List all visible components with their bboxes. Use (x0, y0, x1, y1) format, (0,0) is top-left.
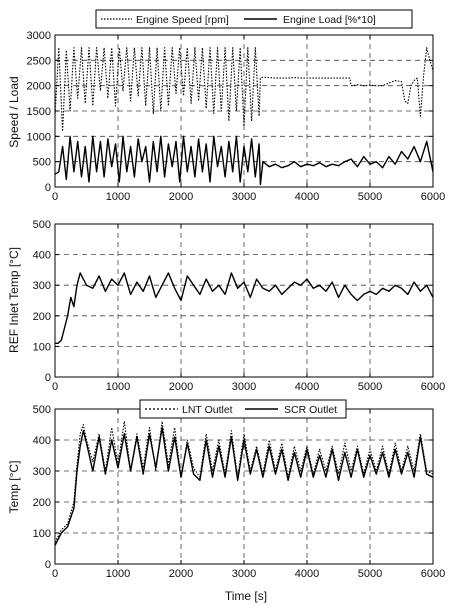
x-tick-label: 0 (52, 191, 58, 203)
legend-load-label: Engine Load [%*10] (283, 14, 376, 26)
xlabel: Time [s] (225, 589, 267, 603)
x-tick-label: 2000 (169, 191, 193, 203)
legend-speed-label: Engine Speed [rpm] (136, 14, 229, 26)
y-tick-label: 0 (45, 182, 51, 194)
series-line-engine-load-10 (54, 135, 434, 186)
y-tick-label: 200 (33, 497, 51, 509)
x-tick-label: 4000 (295, 381, 319, 393)
y-tick-label: 200 (33, 311, 51, 323)
y-tick-label: 3000 (27, 30, 51, 42)
y-tick-label: 0 (45, 372, 51, 384)
y-tick-label: 2000 (27, 81, 51, 93)
legend-bottom: LNT Outlet SCR Outlet (139, 399, 347, 419)
legend-top: Engine Speed [rpm] Engine Load [%*10] (95, 9, 413, 29)
plot-area (55, 409, 433, 564)
x-tick-label: 5000 (358, 381, 382, 393)
y-tick-label: 500 (33, 404, 51, 416)
y-tick-label: 0 (45, 559, 51, 571)
top-ylabel: Speed / Load (7, 76, 21, 147)
mid-ylabel: REF Inlet Temp [°C] (7, 247, 21, 353)
series-line-panel1-0 (55, 272, 434, 344)
x-tick-label: 1000 (106, 191, 130, 203)
x-tick-label: 2000 (169, 568, 193, 580)
y-tick-label: 500 (33, 157, 51, 169)
x-tick-label: 6000 (421, 568, 445, 580)
y-tick-label: 300 (33, 280, 51, 292)
x-tick-label: 4000 (295, 568, 319, 580)
legend-lnt-label: LNT Outlet (182, 404, 233, 416)
y-tick-label: 400 (33, 435, 51, 447)
speed-load-panel: 0 1000 2000 3000 4000 5000 6000 0 500 1000 1500 200… (27, 30, 446, 203)
x-tick-label: 2000 (169, 381, 193, 393)
x-tick-label: 5000 (358, 568, 382, 580)
y-tick-label: 400 (33, 250, 51, 262)
y-tick-label: 500 (33, 219, 51, 231)
x-tick-label: 3000 (232, 568, 256, 580)
x-tick-label: 6000 (421, 191, 445, 203)
legend-bottom-box (139, 399, 347, 419)
x-tick-label: 0 (52, 568, 58, 580)
x-tick-label: 3000 (232, 191, 256, 203)
x-tick-label: 6000 (421, 381, 445, 393)
y-tick-label: 300 (33, 466, 51, 478)
y-tick-label: 1500 (27, 106, 51, 118)
y-tick-label: 1000 (27, 131, 51, 143)
x-tick-label: 1000 (106, 568, 130, 580)
x-tick-label: 4000 (295, 191, 319, 203)
x-tick-label: 5000 (358, 191, 382, 203)
series-line-scr-outlet (54, 426, 434, 546)
y-tick-label: 100 (33, 528, 51, 540)
x-tick-label: 1000 (106, 381, 130, 393)
series-line-lnt-outlet (54, 420, 434, 543)
legend-scr-label: SCR Outlet (284, 404, 337, 416)
y-tick-label: 2500 (27, 55, 51, 67)
y-tick-label: 100 (33, 341, 51, 353)
x-tick-label: 3000 (232, 381, 256, 393)
outlet-temp-panel: 0 1000 2000 3000 4000 5000 6000 0 100 200 300 400 50… (33, 404, 446, 580)
x-tick-label: 0 (52, 381, 58, 393)
bottom-ylabel: Temp [°C] (7, 461, 21, 514)
ref-inlet-temp-panel: 0 1000 2000 3000 4000 5000 6000 0 100 200 300 400 50… (33, 219, 446, 393)
